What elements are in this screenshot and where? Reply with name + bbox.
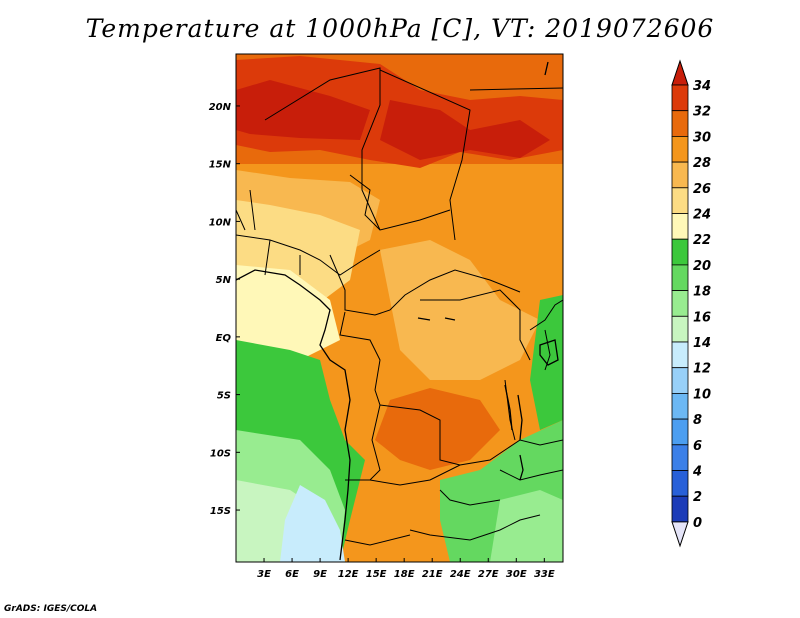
coastline [236,269,351,561]
colorbar-box [671,444,689,471]
colorbar-box [671,341,689,369]
colorbar-label: 14 [693,336,711,351]
lon-tick-label: 15E [366,569,387,580]
colorbar-label: 10 [693,387,711,402]
temperature-field-central-warm [380,240,540,380]
lat-tick-label: 10N [209,217,232,228]
colorbar-label: 6 [693,439,702,454]
lon-tick-label: 18E [394,569,415,580]
temperature-field-sahara-hottest-east [380,100,550,160]
lon-tick-label: 3E [257,569,271,580]
lon-tick-label: 12E [338,569,359,580]
colorbar-label: 24 [693,208,711,223]
lat-tick-label: 10S [210,448,231,459]
map-title: Temperature at 1000hPa [C], VT: 20190726… [85,14,715,43]
longitude-ticks: 3E 6E 9E 12E 15E 18E 21E 24E 27E 30E 33E [257,558,555,580]
lat-tick-label: EQ [216,333,232,344]
colorbar-label: 22 [693,233,711,248]
lon-tick-label: 9E [313,569,327,580]
lon-tick-label: 27E [478,569,499,580]
colorbar-box [671,495,689,523]
lon-tick-label: 33E [534,569,555,580]
colorbar-box [671,110,689,137]
country-borders [236,67,563,546]
colorbar-box [671,315,689,343]
colorbar-label: 0 [693,516,702,531]
colorbar-box [671,470,689,497]
colorbar-label: 4 [692,465,702,480]
colorbar-box [671,418,689,446]
map-plot-area [235,53,564,563]
colorbar-label: 34 [693,79,711,94]
temperature-field-sahara-hottest [236,80,370,140]
lat-tick-label: 5N [216,275,232,286]
colorbar-box [671,238,689,266]
colorbar-label: 12 [693,362,711,377]
lon-tick-label: 21E [422,569,443,580]
latitude-ticks: 20N 15N 10N 5N EQ 5S 10S 15S [209,102,240,517]
temperature-field-east-africa-cool [490,490,563,562]
temperature-field-cold-current [280,485,345,562]
colorbar-box [671,161,689,189]
colorbar-lower-extension [671,521,689,548]
colorbar-label: 32 [693,105,711,120]
colorbar-box [671,367,689,394]
colorbar-label: 28 [693,156,711,171]
colorbar-label: 26 [693,182,711,197]
colorbar-box [671,187,689,214]
colorbar-box [671,84,689,112]
colorbar-label: 2 [693,490,702,505]
colorbar-box [671,392,689,420]
colorbar-box [671,213,689,240]
lat-tick-label: 15S [210,506,231,517]
colorbar-label: 30 [693,130,711,145]
grads-credit: GrADS: IGES/COLA [4,604,98,614]
lat-tick-label: 15N [209,160,232,171]
map-frame [235,53,564,563]
colorbar-box [671,264,689,291]
lon-tick-label: 24E [450,569,471,580]
colorbar-box [671,290,689,317]
colorbar-label: 8 [693,413,702,428]
colorbar-label: 20 [693,259,711,274]
colorbar-label: 16 [693,310,711,325]
lon-tick-label: 6E [285,569,299,580]
lat-tick-label: 5S [217,391,231,402]
colorbar-box [671,135,689,163]
lon-tick-label: 30E [506,569,527,580]
lakes [417,61,559,481]
lat-tick-label: 20N [209,102,232,113]
colorbar-label: 18 [693,285,711,300]
colorbar-upper-extension [671,59,689,86]
temperature-field-gulf-coast [236,265,340,360]
